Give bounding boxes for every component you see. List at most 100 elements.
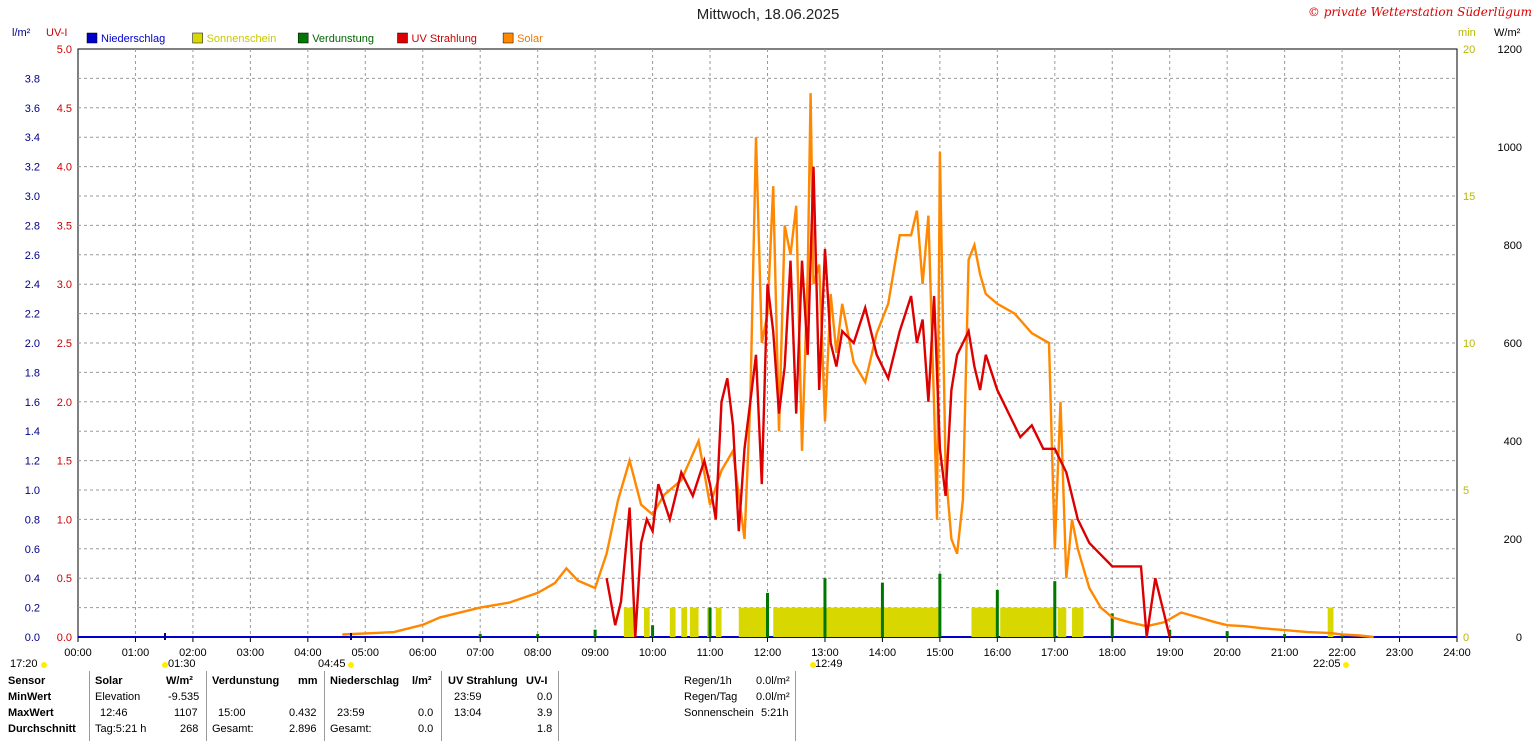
- x-tick-label: 08:00: [524, 647, 552, 659]
- precip-tick-label: 3.6: [25, 103, 40, 115]
- evaporation-bars: [478, 573, 1344, 637]
- time-axis: 00:00 01:00 02:00 03:00 04:00 05:00 06:00 07:00…: [64, 637, 1471, 659]
- uv-tick-label: 3.0: [57, 279, 72, 291]
- x-tick-label: 09:00: [581, 647, 609, 659]
- time-marker-label: 04:45: [318, 658, 346, 670]
- x-tick-label: 07:00: [466, 647, 494, 659]
- regen1h-label: Regen/1h: [684, 675, 732, 687]
- precip-header: Niederschlag: [330, 675, 400, 687]
- precip-tick-label: 2.6: [25, 250, 40, 262]
- x-tick-label: 14:00: [869, 647, 897, 659]
- precip-tick-label: 1.6: [25, 397, 40, 409]
- x-tick-label: 23:00: [1386, 647, 1414, 659]
- legend-label: Solar: [517, 33, 543, 45]
- uv-tick-label: 2.5: [57, 338, 72, 350]
- sunshine-bar: [1327, 607, 1334, 637]
- precip-axis-title: l/m²: [12, 27, 31, 39]
- solar-min-value: -9.535: [168, 691, 200, 703]
- sun-marker-icon: [1343, 662, 1349, 668]
- precip-unit: l/m²: [412, 675, 432, 687]
- weather-chart: 0.0 0.2 0.4 0.6 0.8 1.0 1.2 1.4 1.6 1.8 2.0 2.2 2.4 2…: [10, 27, 1522, 670]
- sonne-label: Sonnenschein: [684, 707, 754, 719]
- precip-max-value: 0.0: [418, 707, 434, 719]
- chart-grid: [77, 48, 1458, 638]
- legend-swatch: [192, 32, 203, 44]
- evap-unit: mm: [298, 675, 318, 687]
- precip-tick-label: 0.2: [25, 603, 40, 615]
- solar-tick-label: 1200: [1498, 44, 1522, 56]
- uv-tick-label: 4.5: [57, 103, 72, 115]
- sunshine-bars: [623, 607, 1334, 637]
- x-tick-label: 11:00: [697, 647, 724, 659]
- solar-axis-title: W/m²: [1494, 27, 1521, 39]
- precip-tick-label: 1.8: [25, 367, 40, 379]
- sun-marker-icon: [162, 662, 168, 668]
- time-marker-label: 01:30: [168, 658, 196, 670]
- evaporation-bar: [823, 578, 827, 637]
- uv-tick-label: 4.0: [57, 162, 72, 174]
- uv-tick-label: 5.0: [57, 44, 72, 56]
- uv-header: UV Strahlung: [448, 675, 518, 687]
- evap-header: Verdunstung: [212, 675, 280, 687]
- precip-tick-label: 0.6: [25, 544, 40, 556]
- legend: Niederschlag Sonnenschein Verdunstung UV St…: [86, 32, 543, 45]
- time-marker-label: 12:49: [815, 658, 843, 670]
- sunshine-tick-label: 0: [1463, 632, 1469, 644]
- sunshine-axis-title: min: [1458, 27, 1476, 39]
- sunshine-tick-label: 20: [1463, 44, 1475, 56]
- solar-tick-label: 400: [1504, 436, 1522, 448]
- uv-tick-label: 0.5: [57, 573, 72, 585]
- sunshine-bar: [643, 607, 650, 637]
- solar-max-value: 1107: [174, 707, 198, 719]
- x-tick-label: 10:00: [639, 647, 667, 659]
- evaporation-bar: [1053, 581, 1057, 637]
- page-title: Mittwoch, 18.06.2025: [696, 6, 840, 23]
- uv-avg-value: 1.8: [537, 723, 553, 735]
- precip-tick-label: 0.4: [25, 573, 40, 585]
- x-tick-label: 24:00: [1443, 647, 1471, 659]
- x-tick-label: 00:00: [64, 647, 92, 659]
- sunshine-bar: [669, 607, 676, 637]
- row-sensor: Sensor: [8, 675, 46, 687]
- x-tick-label: 20:00: [1213, 647, 1241, 659]
- precip-total-label: Gesamt:: [330, 723, 372, 735]
- solar-tick-label: 800: [1504, 240, 1522, 252]
- uv-tick-label: 3.5: [57, 220, 72, 232]
- axis-titles: l/m² UV-I min W/m²: [12, 27, 1521, 39]
- legend-label: Verdunstung: [312, 33, 374, 45]
- solar-unit: W/m²: [166, 675, 193, 687]
- regentag-label: Regen/Tag: [684, 691, 738, 703]
- uv-min-value: 0.0: [537, 691, 553, 703]
- sunshine-tick-label: 10: [1463, 338, 1475, 350]
- solar-min-label: Elevation: [95, 691, 141, 703]
- x-tick-label: 15:00: [926, 647, 954, 659]
- solar-max-time: 12:46: [100, 707, 128, 719]
- sunshine-bar: [689, 607, 699, 637]
- x-tick-label: 05:00: [352, 647, 380, 659]
- legend-swatch: [86, 32, 98, 44]
- sunshine-bar: [738, 607, 768, 637]
- sunshine-tick-label: 5: [1463, 485, 1469, 497]
- evaporation-bar: [1110, 613, 1114, 637]
- precip-tick-label: 2.8: [25, 220, 40, 232]
- sunshine-bar: [681, 607, 688, 637]
- precip-tick-label: 3.4: [25, 132, 40, 144]
- precip-tick-label: 3.0: [25, 191, 40, 203]
- solar-avg-value: 268: [180, 723, 199, 735]
- legend-swatch: [297, 32, 309, 44]
- evaporation-bar: [478, 634, 482, 637]
- sunshine-tick-label: 15: [1463, 191, 1475, 203]
- sunshine-bar: [1072, 607, 1084, 637]
- solar-header: Solar: [95, 675, 123, 687]
- uv-axis: 0.0 0.5 1.0 1.5 2.0 2.5 3.0 3.5 4.0 4.5 5.0: [57, 44, 72, 644]
- legend-swatch: [502, 32, 514, 44]
- sunshine-bar: [773, 607, 940, 637]
- x-tick-label: 12:00: [754, 647, 782, 659]
- sun-marker-icon: [41, 662, 47, 668]
- precip-tick-label: 2.4: [25, 279, 40, 291]
- uv-tick-label: 1.5: [57, 456, 72, 468]
- precip-tick-label: 2.0: [25, 338, 40, 350]
- precip-tick-label: 1.4: [25, 426, 40, 438]
- precip-tick-label: 0.8: [25, 514, 40, 526]
- sunshine-bar: [715, 607, 722, 637]
